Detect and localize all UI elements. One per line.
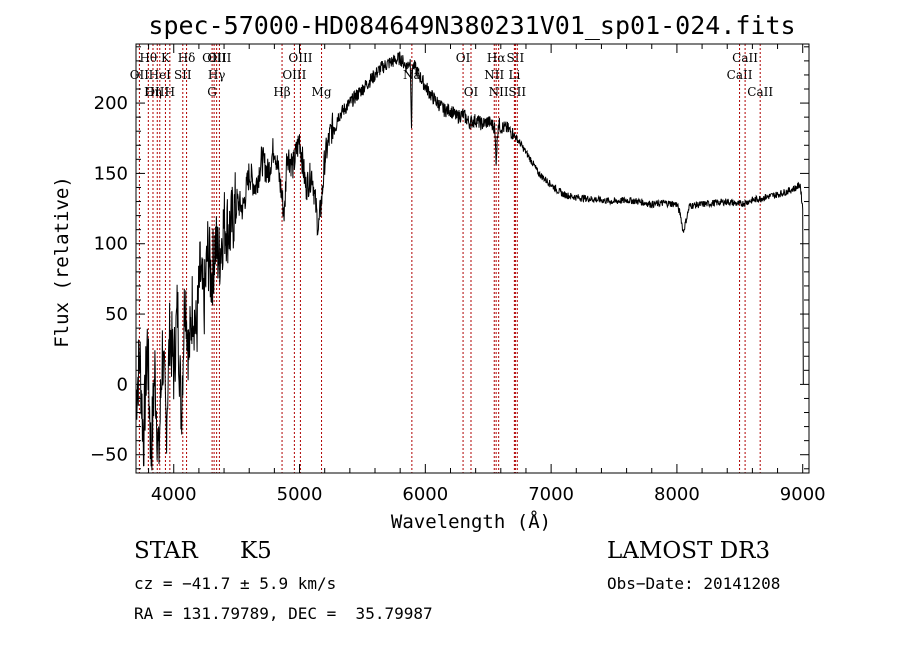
plot-frame	[135, 43, 810, 474]
line-label-19: OI	[464, 85, 479, 99]
line-label-6: H	[165, 85, 175, 99]
chart-title: spec-57000-HD084649N380231V01_sp01-024.f…	[148, 11, 795, 40]
line-label-5: K	[161, 51, 171, 65]
x-tick-label-3: 7000	[528, 484, 574, 505]
spectrum-series	[135, 51, 804, 471]
line-label-21: Hα	[487, 51, 506, 65]
redshift-velocity: cz = −41.7 ± 5.9 km/s	[134, 574, 337, 593]
axis-ticks: 4000 5000 6000 7000 8000 9000 −50 0 50 100 150 200	[90, 44, 826, 505]
line-label-10: OIII	[202, 51, 226, 65]
survey-name: LAMOST DR3	[607, 538, 771, 564]
line-label-15: OIII	[288, 51, 312, 65]
line-label-3: Hη	[144, 85, 162, 99]
line-label-24: SII	[507, 51, 525, 65]
line-label-20: NII	[484, 68, 504, 82]
line-label-22: NII	[489, 85, 509, 99]
line-label-27: CaII	[732, 51, 758, 65]
line-label-4: HeI	[149, 68, 172, 82]
coordinates: RA = 131.79789, DEC = 35.79987	[134, 604, 433, 623]
y-tick-label-2: 50	[105, 304, 128, 325]
line-label-9: G	[207, 85, 217, 99]
line-label-28: CaII	[747, 85, 773, 99]
y-tick-label-0: −50	[90, 445, 128, 466]
spectrum-line	[135, 51, 804, 471]
line-label-25: SII	[508, 85, 526, 99]
line-label-23: Li	[508, 68, 520, 82]
line-label-2: OIII	[145, 85, 169, 99]
y-tick-label-1: 0	[117, 374, 128, 395]
x-tick-label-1: 5000	[277, 484, 323, 505]
x-tick-label-5: 9000	[780, 484, 826, 505]
spectral-line-markers: HθOIIOIIIHηHeIKHSIIHδGOIIIHγOIIIHβOIIIOI…	[130, 44, 773, 473]
x-tick-label-0: 4000	[151, 484, 197, 505]
y-tick-label-4: 150	[94, 163, 128, 184]
observation-date: Obs−Date: 20141208	[607, 574, 781, 593]
spectral-subclass: K5	[240, 538, 272, 564]
line-label-12: OIII	[207, 51, 231, 65]
y-tick-label-3: 100	[94, 234, 128, 255]
x-tick-label-4: 8000	[654, 484, 700, 505]
y-tick-label-5: 200	[94, 93, 128, 114]
line-label-13: Hβ	[273, 85, 290, 99]
y-axis-label: Flux (relative)	[51, 176, 73, 348]
line-label-26: CaII	[727, 68, 753, 82]
x-tick-label-2: 6000	[402, 484, 448, 505]
line-label-8: Hδ	[178, 51, 196, 65]
line-label-0: Hθ	[139, 51, 157, 65]
x-axis-label: Wavelength (Å)	[391, 510, 551, 533]
line-label-14: OIII	[282, 68, 306, 82]
object-type: STAR	[134, 538, 198, 564]
line-label-7: SII	[174, 68, 192, 82]
line-label-16: Mg	[312, 85, 332, 99]
line-label-11: Hγ	[208, 68, 226, 82]
line-label-18: OI	[456, 51, 471, 65]
